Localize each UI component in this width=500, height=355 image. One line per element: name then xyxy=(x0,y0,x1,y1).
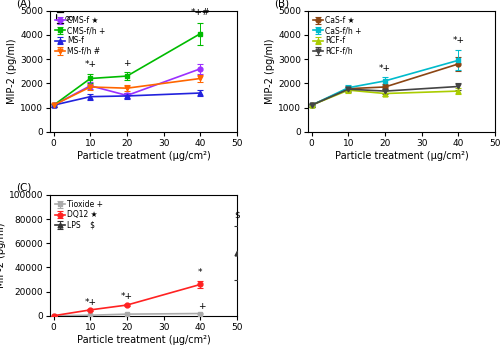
Text: *: * xyxy=(198,268,202,277)
Text: (A): (A) xyxy=(16,0,32,8)
Y-axis label: MIP-2 (pg/ml): MIP-2 (pg/ml) xyxy=(8,38,18,104)
Text: *+: *+ xyxy=(452,36,464,45)
X-axis label: Particle treatment (μg/cm²): Particle treatment (μg/cm²) xyxy=(76,151,210,160)
Y-axis label: MIP-2 (pg/ml): MIP-2 (pg/ml) xyxy=(0,223,6,288)
Text: *+: *+ xyxy=(84,60,96,69)
Text: *+#: *+# xyxy=(190,9,210,17)
X-axis label: Particle treatment (μg/cm²): Particle treatment (μg/cm²) xyxy=(76,335,210,345)
Legend: Tioxide +, DQ12 ★, LPS    $: Tioxide +, DQ12 ★, LPS $ xyxy=(54,198,104,231)
Text: (C): (C) xyxy=(16,182,32,192)
Text: ∞: ∞ xyxy=(64,11,74,24)
Text: *+: *+ xyxy=(121,292,133,301)
Text: (B): (B) xyxy=(274,0,289,8)
Text: +: + xyxy=(198,302,206,311)
Legend: CMS-f ★, CMS-f/h +, MS-f, MS-f/h #: CMS-f ★, CMS-f/h +, MS-f, MS-f/h # xyxy=(54,15,106,57)
Text: *+: *+ xyxy=(84,298,96,307)
Legend: CaS-f ★, CaS-f/h +, RCF-f, RCF-f/h: CaS-f ★, CaS-f/h +, RCF-f, RCF-f/h xyxy=(312,15,363,57)
Text: +: + xyxy=(123,59,130,68)
X-axis label: Particle treatment (μg/cm²): Particle treatment (μg/cm²) xyxy=(334,151,468,160)
Y-axis label: MIP-2 (pg/ml): MIP-2 (pg/ml) xyxy=(266,38,276,104)
Text: *+: *+ xyxy=(379,64,391,73)
Text: $: $ xyxy=(234,210,240,219)
